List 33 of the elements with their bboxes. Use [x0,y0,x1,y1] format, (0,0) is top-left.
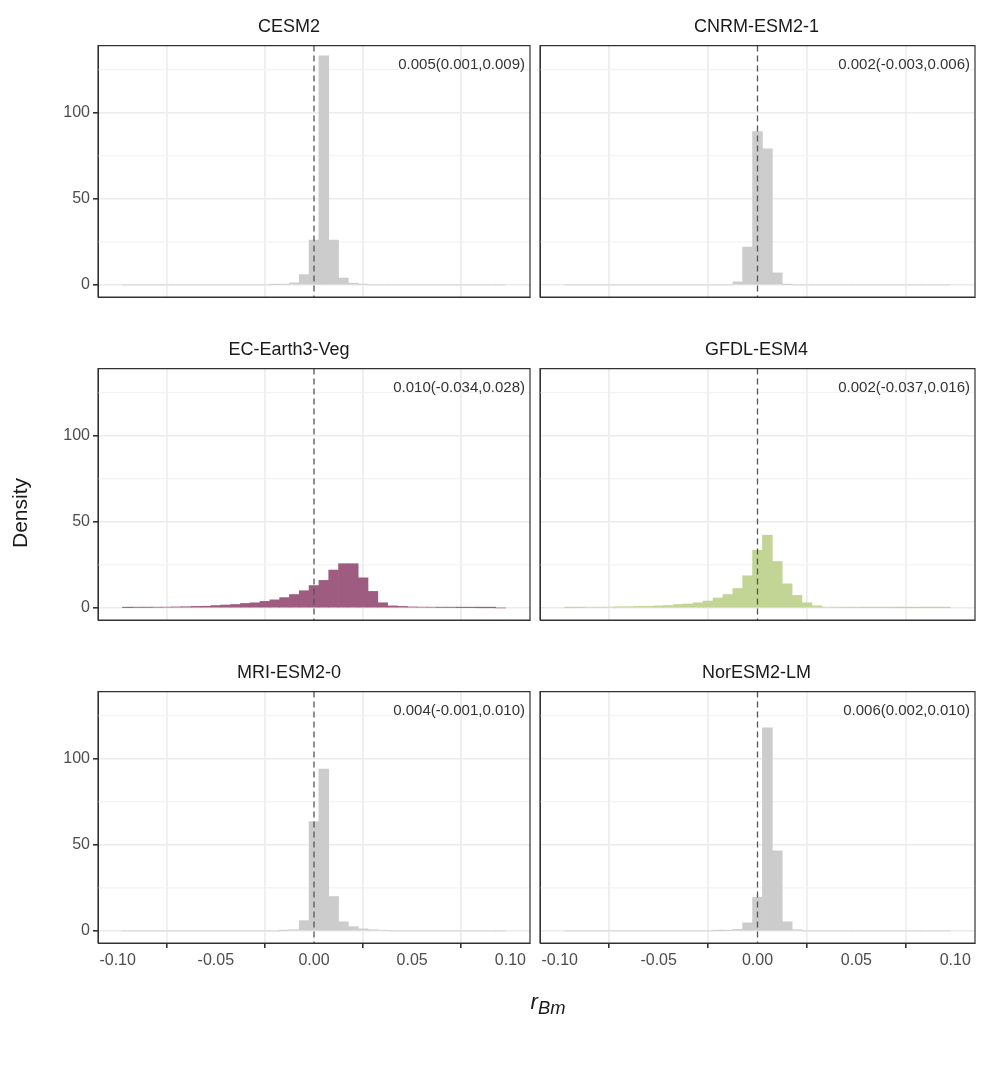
chart-title: NorESM2-LM [701,661,812,682]
annotation: 0.005(0.001,0.009) [398,55,525,73]
chart-title: MRI-ESM2-0 [236,661,342,682]
y-tick-label: 0 [81,921,91,939]
annotation: 0.002(-0.003,0.006) [838,55,970,73]
annotation: 0.004(-0.001,0.010) [393,701,525,719]
y-tick-label: 100 [63,749,91,767]
chart-title: GFDL-ESM4 [704,338,809,359]
x-tick-label: 0.05 [396,951,428,969]
x-tick-label: 0.00 [741,951,774,969]
y-tick-label: 50 [72,189,91,207]
x-tick-label: 0.00 [298,951,330,969]
y-tick-label: 0 [81,275,91,293]
annotation: 0.002(-0.037,0.016) [838,378,970,396]
x-tick-label: -0.10 [541,951,579,969]
y-tick-label: 0 [81,598,91,616]
y-tick-label: 50 [72,512,91,530]
x-tick-label: 0.10 [939,951,971,969]
x-tick-label: 0.05 [840,951,873,969]
chart-title: CNRM-ESM2-1 [693,15,820,36]
y-tick-label: 50 [72,835,91,853]
x-tick-label: -0.05 [197,951,235,969]
x-tick-label: -0.05 [640,951,677,969]
y-axis-title: Density [8,477,31,548]
x-axis-title: r$_{Bm}$ [529,989,567,1020]
chart-title: CESM2 [257,15,321,36]
x-tick-label: 0.10 [494,951,527,969]
chart-title: EC-Earth3-Veg [228,338,350,359]
annotation: 0.010(-0.034,0.028) [393,378,525,396]
annotation: 0.006(0.002,0.010) [843,701,970,719]
y-tick-label: 100 [63,103,91,121]
y-tick-label: 100 [63,426,91,444]
x-tick-label: -0.10 [99,951,136,969]
